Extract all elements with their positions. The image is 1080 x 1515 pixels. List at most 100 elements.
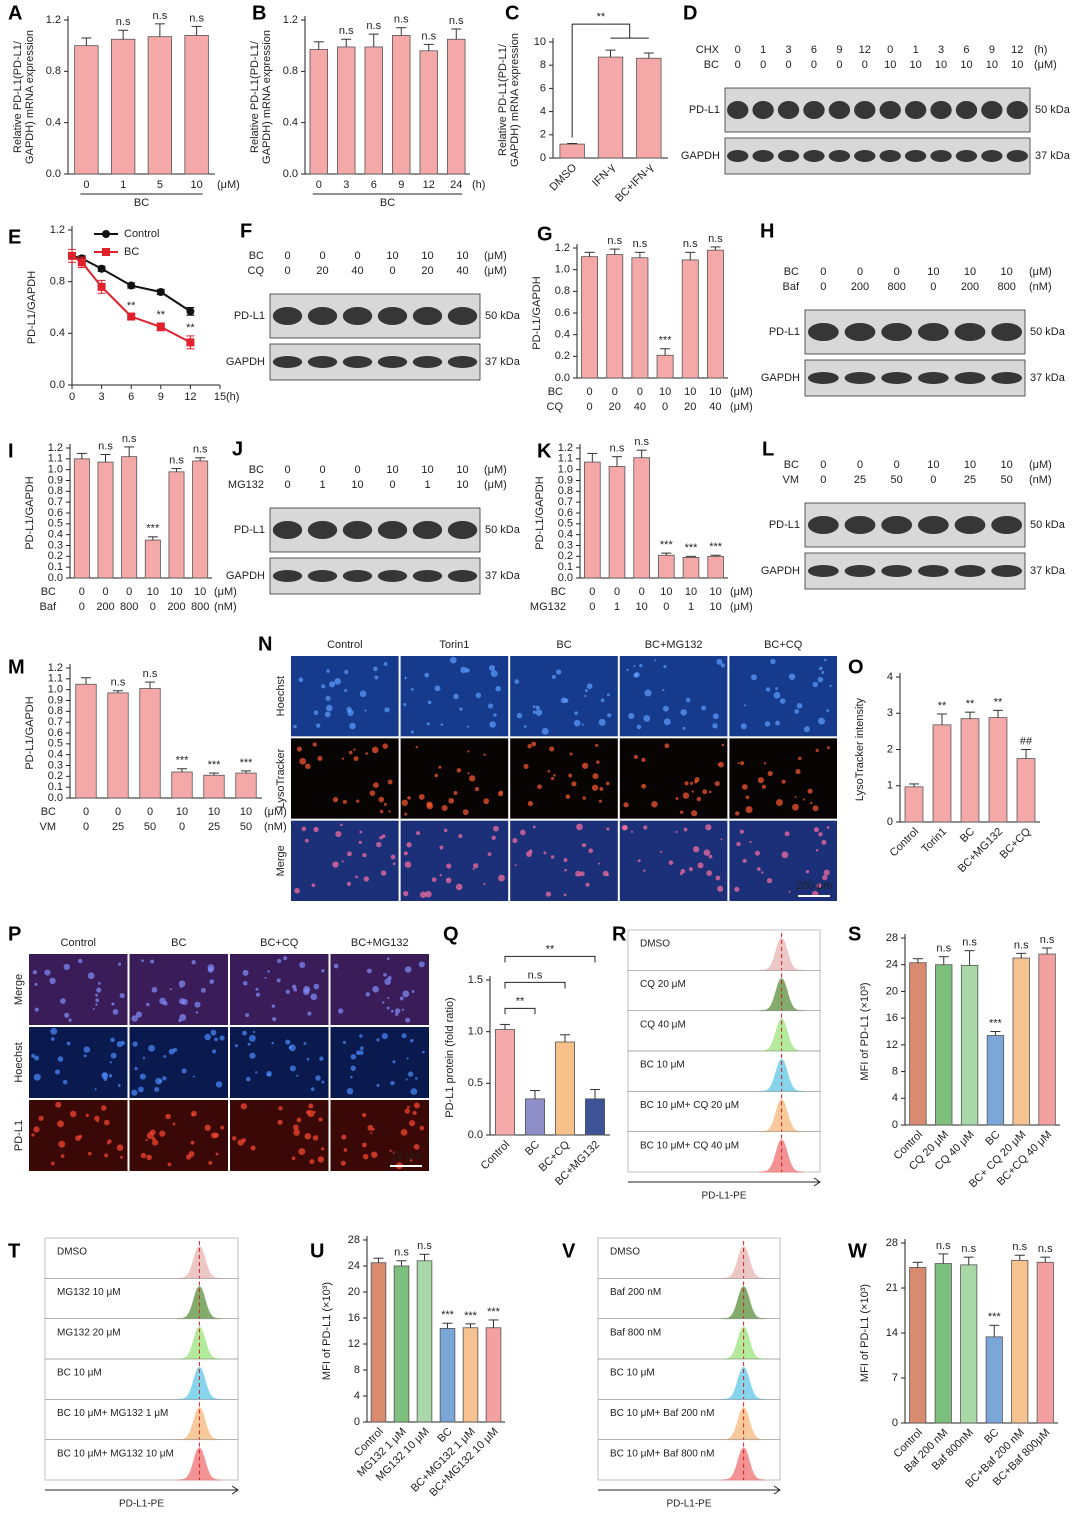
condition-value: 10 [884,59,896,71]
blot-band [917,372,949,384]
significance-label: n.s [339,25,354,37]
cell-signal [204,1124,211,1131]
cell-signal [367,1124,374,1131]
bar [107,692,129,799]
cell-signal [582,796,586,800]
condition-value: 1 [760,44,766,56]
cell-signal [636,724,642,730]
cell-signal [38,1115,44,1121]
cell-signal [242,969,249,976]
panel-letter: V [562,1240,576,1262]
cell-signal [643,869,646,873]
cell-signal [622,824,628,831]
cell-signal [362,852,367,858]
condition-value: 0 [284,479,290,491]
cell-signal [332,796,339,803]
cell-signal [742,858,747,864]
bar [706,249,724,379]
x-row-label: MG132 [530,601,566,613]
condition-unit: (μM) [484,464,507,476]
y-tick-label: 0 [887,816,893,828]
y-tick-label: 28 [886,1237,898,1249]
panel-letter: Q [443,923,459,945]
cell-signal [362,1112,367,1118]
cell-signal [405,1017,411,1023]
bar [75,683,97,799]
cell-signal [220,1125,225,1130]
bar [1012,957,1030,1126]
x-row-unit: (μM) [730,586,753,598]
cell-signal [563,893,567,897]
blot-band [981,101,1003,119]
condition-unit: (μM) [1034,59,1057,71]
cell-signal [689,781,694,785]
cell-signal [291,1156,296,1161]
blot-strip [269,507,481,553]
band-label: GAPDH [226,356,265,368]
cell-signal [181,1068,187,1074]
y-axis-label: LysoTracker intensity [854,697,866,801]
cell-signal [376,1038,380,1042]
y-axis-label: MFI of PD-L1 (×10³) [859,1284,871,1382]
cell-signal [362,1153,369,1160]
cell-signal [498,874,505,882]
significance-label: n.s [1012,1241,1027,1253]
cell-signal [410,1039,414,1043]
band-size: 37 kDa [1030,372,1066,384]
cell-signal [384,707,390,713]
marker [156,288,165,296]
cell-signal [131,1089,138,1096]
bar [168,471,185,579]
blot-strip [804,502,1026,548]
x-axis-label: PD-L1-PE [666,1499,711,1510]
significance-label: n.s [153,10,168,22]
y-axis-label: PD-L1/GAPDH [24,696,36,769]
cell-signal [142,1056,146,1060]
cell-signal [324,711,331,718]
cell-signal [151,986,158,993]
cell-signal [304,1132,312,1140]
condition-value: 0 [930,281,936,293]
cell-signal [383,802,387,806]
y-tick-label: 0.1 [48,781,63,793]
cell-signal [155,1077,162,1085]
y-tick-label: 0 [540,152,546,164]
condition-value: 0 [354,464,360,476]
significance-label: *** [659,335,673,347]
cell-signal [693,846,700,853]
row-label: PD-L1 [13,1120,25,1151]
cell-signal [716,658,723,665]
x-tick-label: 3 [99,391,105,403]
cell-signal [341,757,345,760]
cell-signal [241,1138,247,1143]
bar [192,460,209,579]
cell-signal [443,828,448,833]
x-tick-label: 0 [69,391,75,403]
cell-signal [188,1150,195,1157]
cell-signal [384,978,391,985]
blot-band [412,570,443,582]
y-tick-label: 7 [892,1372,898,1384]
x-tick-label: 5 [157,179,163,191]
condition-value: 50 [1001,474,1013,486]
condition-value: 10 [927,266,939,278]
cell-signal [110,1052,117,1059]
bar [171,771,193,799]
cell-signal [307,1011,312,1016]
micrograph [330,1100,429,1171]
cell-signal [406,1057,409,1060]
row-label: Merge [275,845,287,876]
blot-band [828,150,851,162]
y-tick-label: 0.8 [50,276,65,288]
blot-band [954,516,986,534]
x-row-unit: (μM) [730,601,753,613]
cell-signal [365,992,371,997]
cell-signal [829,684,832,688]
cell-signal [823,658,827,662]
column-label: BC [171,937,186,949]
bar [656,354,674,379]
cell-signal [50,1037,55,1041]
micrograph [510,738,618,819]
blot-band [272,307,303,325]
bar [960,718,980,823]
